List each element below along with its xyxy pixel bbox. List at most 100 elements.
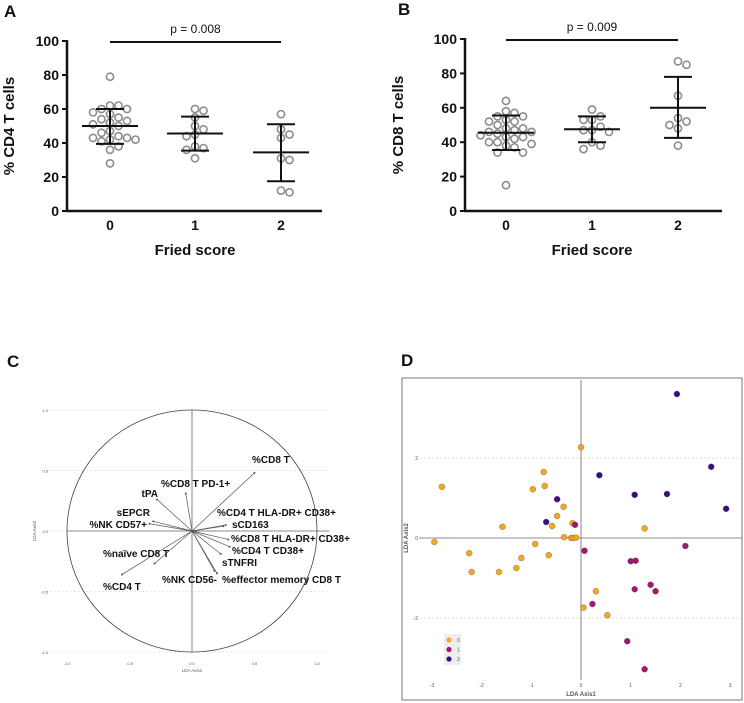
data-point xyxy=(484,117,494,126)
vector-label: sCD163 xyxy=(232,520,269,531)
vector-label: %CD8 T HLA-DR+ CD38+ xyxy=(231,534,350,545)
arrow-head-icon xyxy=(156,498,158,501)
data-point-group-2 xyxy=(596,472,603,479)
x-tick-label: 1 xyxy=(629,683,632,689)
y-axis-title: % CD4 T cells xyxy=(1,77,18,175)
data-point xyxy=(285,130,294,139)
arrow-head-icon xyxy=(224,523,227,526)
arrow-head-icon xyxy=(121,573,123,576)
y-tick-label: -0.5 xyxy=(41,590,49,595)
data-point xyxy=(501,106,511,116)
data-point-group-1 xyxy=(632,557,639,564)
data-point-group-1 xyxy=(682,542,689,550)
y-tick-label: 20 xyxy=(441,169,457,185)
data-point-group-0 xyxy=(513,564,520,572)
data-point xyxy=(276,109,286,119)
x-tick-label: 0 xyxy=(106,217,114,233)
x-tick-label: 2 xyxy=(674,217,682,233)
data-point xyxy=(114,131,123,141)
legend-marker xyxy=(446,637,452,643)
y-tick-label: 0 xyxy=(449,203,457,219)
y-axis-title: LDA Axis2 xyxy=(404,523,410,553)
data-point xyxy=(518,112,528,121)
y-tick-label: 40 xyxy=(441,134,457,150)
plot-frame xyxy=(401,377,743,701)
x-tick-label: -0.5 xyxy=(126,661,134,666)
vector-label: sEPCR xyxy=(117,508,151,519)
arrow-head-icon xyxy=(148,522,151,525)
data-point xyxy=(493,120,502,130)
data-point xyxy=(493,137,502,147)
data-point-group-0 xyxy=(560,534,568,541)
data-point-group-0 xyxy=(545,552,552,559)
data-point-group-0 xyxy=(468,568,475,576)
data-point xyxy=(665,120,674,130)
data-point-group-1 xyxy=(624,638,631,645)
data-point xyxy=(122,133,132,143)
data-point xyxy=(682,117,691,126)
data-point xyxy=(587,105,597,114)
data-point-group-1 xyxy=(589,600,596,608)
data-point xyxy=(131,135,140,144)
data-point xyxy=(518,124,528,133)
y-axis-title: LDA Axis2 xyxy=(32,520,37,541)
data-point xyxy=(484,137,494,147)
data-point-group-1 xyxy=(641,666,648,673)
y-tick-label: 60 xyxy=(43,101,59,117)
data-point-group-2 xyxy=(553,496,561,503)
arrow-head-icon xyxy=(222,525,225,528)
loading-arrow xyxy=(156,499,193,532)
data-point xyxy=(510,117,519,126)
loading-arrow xyxy=(121,530,193,575)
vector-label: %CD4 T HLA-DR+ CD38+ xyxy=(217,508,336,519)
vector-label: %CD4 T CD38+ xyxy=(232,546,304,557)
data-point xyxy=(527,139,536,149)
y-tick-label: -1.0 xyxy=(41,650,49,655)
x-axis-title: Fried score xyxy=(552,242,633,259)
y-tick-label: 40 xyxy=(43,135,59,151)
x-tick-label: 1 xyxy=(588,217,596,233)
y-tick-label: 60 xyxy=(441,100,457,116)
data-point xyxy=(97,114,106,124)
y-tick-label: 0.0 xyxy=(42,529,48,534)
data-point xyxy=(501,180,511,190)
data-point xyxy=(122,116,132,126)
arrow-head-icon xyxy=(153,562,156,565)
arrow-head-icon xyxy=(227,538,230,541)
y-tick-label: 100 xyxy=(434,31,458,47)
y-tick-label: 1.0 xyxy=(42,408,48,413)
vector-label: %CD8 T xyxy=(252,455,290,466)
arrow-head-icon xyxy=(228,545,231,548)
data-point xyxy=(105,145,115,155)
vector-label: %CD8 T PD-1+ xyxy=(161,479,230,490)
data-point-group-0 xyxy=(641,525,648,532)
x-tick-label: -1 xyxy=(529,683,534,689)
x-axis-title: LDA Axis1 xyxy=(566,692,596,698)
data-point-group-0 xyxy=(495,568,503,576)
data-point-group-2 xyxy=(673,390,681,398)
data-point-group-2 xyxy=(722,505,730,512)
x-tick-label: -2 xyxy=(479,683,484,689)
y-tick-label: 2 xyxy=(415,456,418,462)
data-point-group-2 xyxy=(631,491,638,498)
y-tick-label: -2 xyxy=(414,616,419,622)
data-point xyxy=(673,56,683,66)
data-point-group-0 xyxy=(572,534,580,541)
data-point xyxy=(682,60,691,70)
data-point-group-0 xyxy=(518,554,525,562)
data-point-group-2 xyxy=(708,463,715,470)
y-tick-label: 0 xyxy=(51,203,59,219)
y-tick-label: 0.5 xyxy=(42,469,48,474)
panel-label-b: B xyxy=(398,0,411,19)
data-point xyxy=(673,141,683,151)
data-point xyxy=(518,148,528,157)
data-point xyxy=(579,144,588,154)
vector-label: sTNFRI xyxy=(222,558,257,569)
data-point-group-1 xyxy=(647,581,654,588)
loading-arrow xyxy=(191,530,230,548)
loading-arrow xyxy=(154,530,193,564)
data-point xyxy=(97,128,106,138)
vector-label: %NK CD56- xyxy=(162,575,217,586)
x-axis-title: Fried score xyxy=(155,242,236,259)
